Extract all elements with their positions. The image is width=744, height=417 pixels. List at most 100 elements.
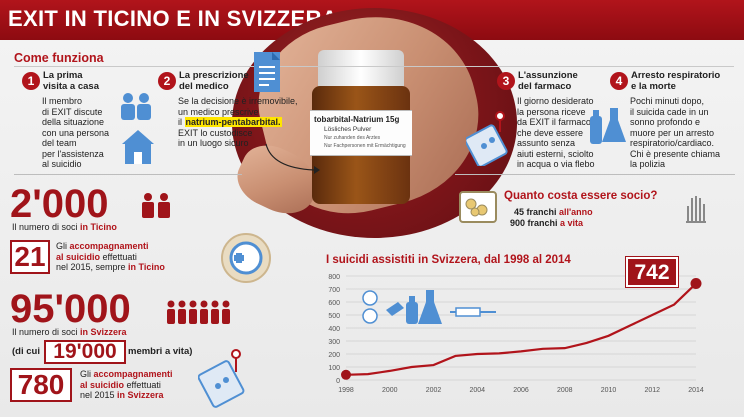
- step-1-text-line: Il membro: [42, 96, 83, 106]
- cost-lifetime-label: a vita: [557, 218, 584, 228]
- step-2-text-line: Se la decisione è irremovibile,: [178, 96, 298, 106]
- cost-annual-label: all'anno: [556, 207, 593, 217]
- step-3-text-line: aiuti esterni, sciolto: [517, 148, 594, 159]
- step-4-text-line: muore per un arresto: [630, 127, 715, 138]
- step-2-text-line: il natrium-pentabarbital.: [178, 117, 318, 128]
- medical-tools-icon: [362, 290, 496, 324]
- chart-highlight-label: 742: [626, 257, 678, 287]
- people-group-icon: [167, 300, 230, 324]
- end-point: [690, 278, 702, 290]
- step-4-number: 4: [610, 72, 628, 90]
- step-2-text: Se la decisione è irremovibile, un medic…: [178, 96, 318, 149]
- step-1-title-line1: La prima: [43, 70, 83, 81]
- step-1-text: Il membro di EXIT discute della situazio…: [42, 96, 109, 170]
- step-3-text-line: assunto senza: [517, 138, 576, 148]
- step-1-text-line: per l'assistenza: [42, 148, 104, 159]
- caption-text: effettuati: [100, 251, 137, 262]
- caption-red-text: al suicidio: [56, 251, 101, 262]
- lifetime-post: membri a vita): [128, 346, 193, 357]
- arrow-to-bottle-icon: [265, 143, 320, 174]
- caption-text: nel 2015, sempre: [56, 262, 129, 272]
- step-4-text-line: il suicida cade in un: [630, 106, 709, 117]
- chart-title: I suicidi assistiti in Svizzera, dal 199…: [326, 254, 571, 266]
- step-1-text-line: al suicidio: [42, 159, 82, 169]
- iv-drip-icon: [466, 111, 508, 166]
- x-tick-label: 2010: [601, 387, 617, 394]
- start-point: [341, 369, 351, 380]
- step-4-text-line: Pochi minuti dopo,: [630, 96, 705, 106]
- x-tick-label: 2008: [557, 387, 573, 394]
- step-3-title: L'assunzione del farmaco: [518, 70, 578, 92]
- swiss-members-caption: Il numero di soci in Svizzera: [12, 327, 127, 338]
- y-tick-label: 0: [336, 378, 340, 385]
- caption-red-text: in Ticino: [80, 222, 117, 232]
- people-pair-icon: [142, 193, 170, 218]
- step-3-number: 3: [497, 72, 515, 90]
- step-4-text-line: sonno profondo e: [630, 117, 701, 127]
- house-icon: [122, 130, 154, 164]
- step-4-title: Arresto respiratorio e la morte: [631, 70, 720, 92]
- y-tick-label: 700: [328, 287, 340, 294]
- x-tick-label: 2006: [513, 387, 529, 394]
- caption-text: Il numero di soci: [12, 327, 81, 337]
- caption-text: effettuati: [124, 379, 161, 390]
- step-3-text-line: Il giorno desiderato: [517, 96, 594, 106]
- step-1-text-line: con una persona: [42, 127, 110, 138]
- step-1-title-line2: visita a casa: [43, 80, 99, 92]
- caption-text: Il numero di soci: [12, 222, 81, 232]
- step-1-title: La prima visita a casa: [43, 70, 99, 92]
- y-tick-label: 100: [328, 365, 340, 372]
- section-divider: [14, 174, 242, 175]
- step-2-text-line: in un luogo sicuro: [178, 138, 249, 148]
- step-2-title-line2: del medico: [179, 80, 229, 92]
- step-3-text-line: che deve essere: [517, 127, 584, 138]
- step-3-text-line: la persona riceve: [517, 106, 586, 117]
- swiss-suicides-box: 780: [10, 368, 72, 402]
- ticino-suicides-caption: Gli accompagnamenti al suicidio effettua…: [56, 241, 165, 273]
- step-4-text-line: respiratorio/cardiaco.: [630, 138, 715, 148]
- drug-highlight: natrium-pentabarbital.: [184, 117, 282, 127]
- hand-vote-icon: [686, 196, 706, 223]
- x-tick-label: 2014: [688, 387, 704, 394]
- step-3-text-line: da EXIT il farmaco,: [517, 117, 594, 127]
- step-2-text-line: EXIT lo custodisce: [178, 127, 253, 138]
- y-tick-label: 200: [328, 352, 340, 359]
- caption-red-text: in Ticino: [128, 262, 165, 272]
- how-it-works-heading: Come funziona: [14, 51, 104, 65]
- caption-text: Gli: [80, 369, 94, 379]
- x-tick-label: 2004: [469, 387, 485, 394]
- caption-text: nel 2015: [80, 390, 118, 400]
- step-3-text: Il giorno desiderato la persona riceve d…: [517, 96, 595, 170]
- step-4-text-line: la polizia: [630, 159, 666, 169]
- y-tick-label: 500: [328, 313, 340, 320]
- swiss-suicides-caption: Gli accompagnamenti al suicidio effettua…: [80, 369, 173, 401]
- x-tick-label: 2000: [382, 387, 398, 394]
- bottle-label-sub3: Nur Fachpersonen mit Ermächtigung: [324, 143, 406, 149]
- page-title: EXIT IN TICINO E IN SVIZZERA: [8, 6, 338, 31]
- chart: 0 100 200 300 400 500 600 700 800 1998 2000 2002 200…: [328, 274, 704, 394]
- caption-red-text: al suicidio: [80, 379, 125, 390]
- x-tick-label: 1998: [338, 387, 354, 394]
- caption-red-text: accompagnamenti: [69, 241, 149, 251]
- step-1-text-line: della situazione: [42, 117, 105, 127]
- lifetime-members-box: 19'000: [44, 340, 126, 364]
- cost-annual: 45 franchi all'anno: [514, 207, 593, 217]
- people-icon: [121, 93, 151, 120]
- ticino-members-number: 2'000: [10, 182, 109, 226]
- y-tick-label: 800: [328, 274, 340, 281]
- step-1-number: 1: [22, 72, 40, 90]
- step-2-text-line: un medico prescrive: [178, 106, 259, 117]
- ticino-members-caption: Il numero di soci in Ticino: [12, 222, 117, 233]
- step-1-text-line: di EXIT discute: [42, 106, 103, 117]
- caption-text: Gli: [56, 241, 70, 251]
- step-4-text: Pochi minuti dopo, il suicida cade in un…: [630, 96, 720, 170]
- x-tick-label: 2002: [426, 387, 442, 394]
- prescription-document-icon: [254, 52, 280, 92]
- step-4-text-line: Chi è presente chiama: [630, 148, 721, 159]
- step-3-text-line: in acqua o via flebo: [517, 159, 595, 169]
- step-3-title-line1: L'assunzione: [518, 70, 578, 81]
- bottle-label-title: tobarbital-Natrium 15g: [314, 115, 400, 124]
- flask-bottles-icon: [590, 108, 626, 144]
- step-4-title-line2: e la morte: [631, 80, 676, 92]
- lifetime-pre: (di cui: [12, 346, 40, 357]
